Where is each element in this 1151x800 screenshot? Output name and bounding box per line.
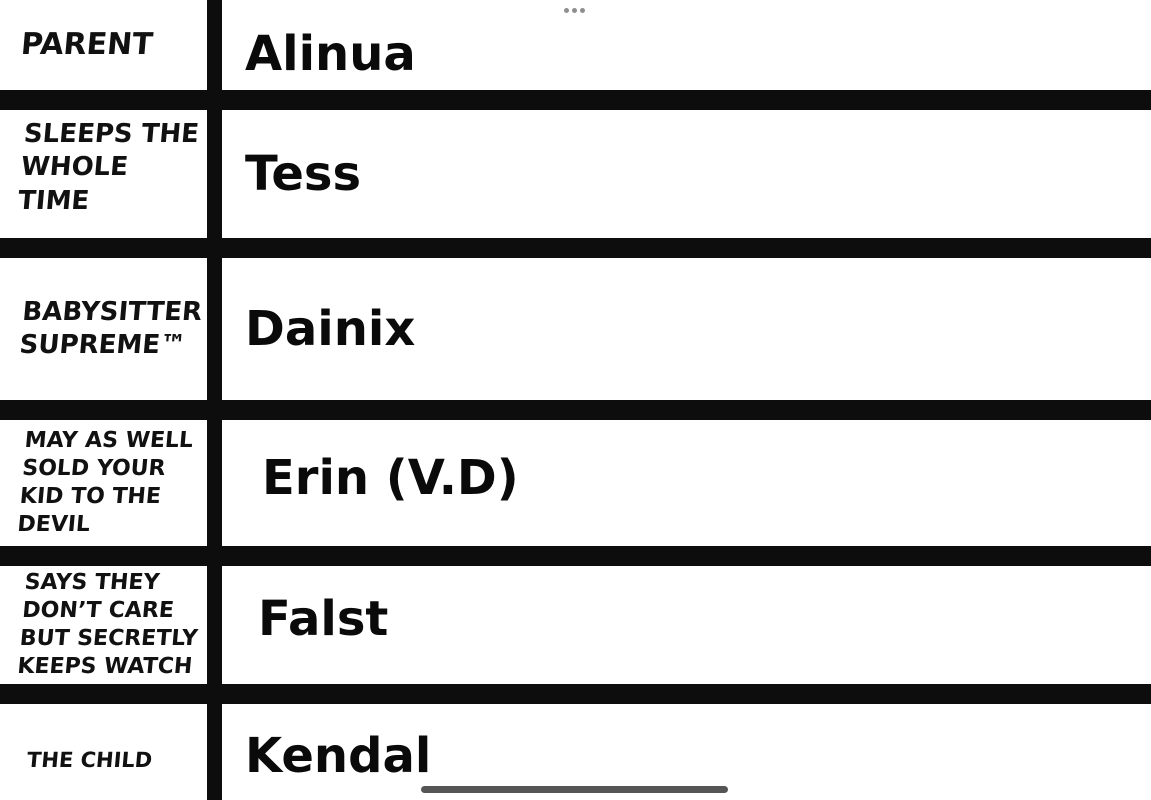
dot-icon xyxy=(564,8,569,13)
character-cell-parent: Alinua xyxy=(222,0,1151,90)
dot-icon xyxy=(572,8,577,13)
character-name: Dainix xyxy=(245,301,416,357)
row-divider-line xyxy=(0,238,1151,258)
character-name: Kendal xyxy=(245,728,432,784)
role-cell-sold-kid: MAY AS WELL SOLD YOUR KID TO THE DEVIL xyxy=(0,420,207,546)
character-cell-the-child: Kendal xyxy=(222,704,1151,800)
character-cell-sold-kid: Erin (V.D) xyxy=(222,420,1151,546)
role-cell-babysitter: BABYSITTER SUPREME™ xyxy=(0,258,207,400)
row-divider-line xyxy=(0,90,1151,110)
role-label: SAYS THEY DON’T CARE BUT SECRETLY KEEPS … xyxy=(16,569,199,680)
character-name: Falst xyxy=(258,591,389,647)
character-cell-sleeps: Tess xyxy=(222,110,1151,238)
row-divider-line xyxy=(0,400,1151,420)
role-label: THE CHILD xyxy=(25,747,154,772)
ellipsis-handle-icon[interactable] xyxy=(564,8,585,13)
role-label: PARENT xyxy=(19,26,155,62)
role-label: BABYSITTER SUPREME™ xyxy=(18,296,204,360)
character-name: Tess xyxy=(245,146,362,202)
role-cell-sleeps: SLEEPS THE WHOLE TIME xyxy=(0,110,207,238)
role-label: SLEEPS THE WHOLE TIME xyxy=(16,119,201,216)
dot-icon xyxy=(580,8,585,13)
role-cell-the-child: THE CHILD xyxy=(0,704,207,800)
blank-underline xyxy=(421,786,728,793)
character-name: Erin (V.D) xyxy=(262,450,519,506)
role-cell-secretly-watches: SAYS THEY DON’T CARE BUT SECRETLY KEEPS … xyxy=(0,566,207,684)
character-name: Alinua xyxy=(245,26,416,82)
character-cell-secretly-watches: Falst xyxy=(222,566,1151,684)
role-cell-parent: PARENT xyxy=(0,0,207,90)
row-divider-line xyxy=(0,546,1151,566)
character-cell-babysitter: Dainix xyxy=(222,258,1151,400)
row-divider-line xyxy=(0,684,1151,704)
role-label: MAY AS WELL SOLD YOUR KID TO THE DEVIL xyxy=(16,427,195,538)
